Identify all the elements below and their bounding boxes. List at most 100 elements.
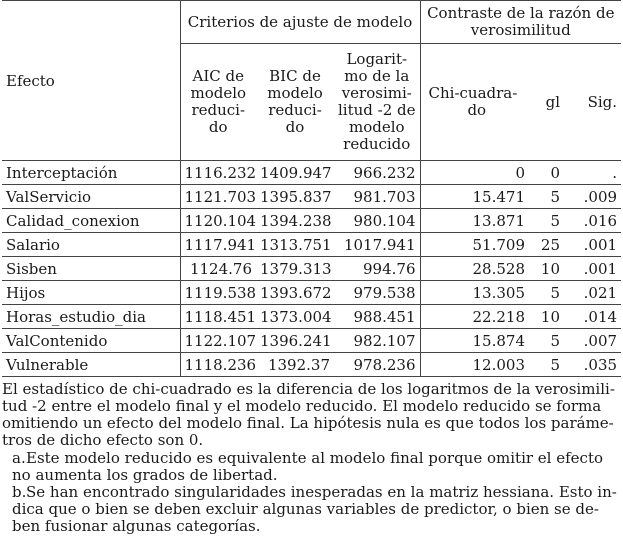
header-loglik-l4: litud -2 de xyxy=(338,101,416,119)
footnote-b: b.Se han encontrado singularidades inesp… xyxy=(2,484,621,535)
header-fit-criteria: Criterios de ajuste de modelo xyxy=(180,0,421,44)
likelihood-ratio-table: Efecto Criterios de ajuste de modelo Con… xyxy=(2,0,622,377)
cell-gl: 5 xyxy=(529,280,565,305)
footnote-a-label: a. xyxy=(12,449,26,467)
cell-chi: 22.218 xyxy=(420,304,530,329)
header-lr-test: Contraste de la razón de verosimilitud xyxy=(420,0,622,44)
header-bic-l4: do xyxy=(285,118,305,136)
footnote-a-text: Este modelo reducido es equivalente al m… xyxy=(12,449,604,484)
cell-efecto: Sisben xyxy=(2,256,181,281)
footnote-b-label: b. xyxy=(12,483,27,501)
cell-chi: 28.528 xyxy=(420,256,530,281)
cell-efecto: ValServicio xyxy=(2,184,181,209)
header-loglik-l2: mo de la xyxy=(344,67,410,85)
notes-main: El estadístico de chi-cuadrado es la dif… xyxy=(2,380,615,449)
header-loglik-l5: modelo xyxy=(348,118,405,136)
cell-loglik: 994.76 xyxy=(334,256,421,281)
header-aic-l4: do xyxy=(208,118,228,136)
cell-loglik: 982.107 xyxy=(334,328,421,353)
footnote-a: a.Este modelo reducido es equivalente al… xyxy=(2,450,621,484)
cell-gl: 5 xyxy=(529,184,565,209)
header-bic-l2: modelo xyxy=(267,84,323,102)
cell-sig: .035 xyxy=(564,352,622,377)
cell-sig: .009 xyxy=(564,184,622,209)
header-gl: gl xyxy=(545,92,561,111)
header-bic-l3: reduci- xyxy=(268,101,322,119)
cell-efecto: Salario xyxy=(2,232,181,257)
cell-gl: 0 xyxy=(529,160,565,185)
cell-loglik: 979.538 xyxy=(334,280,421,305)
cell-gl: 10 xyxy=(529,256,565,281)
cell-efecto: Interceptación xyxy=(2,160,181,185)
cell-chi: 13.305 xyxy=(420,280,530,305)
cell-bic: 1379.313 xyxy=(256,256,334,281)
cell-aic: 1120.104 xyxy=(180,208,256,233)
header-aic-l2: modelo xyxy=(190,84,247,102)
cell-gl: 5 xyxy=(529,208,565,233)
cell-chi: 51.709 xyxy=(420,232,530,257)
cell-chi: 12.003 xyxy=(420,352,530,377)
cell-aic: 1122.107 xyxy=(180,328,256,353)
header-chi: Chi-cuadra- do xyxy=(420,44,529,161)
cell-chi: 15.874 xyxy=(420,328,530,353)
header-loglik-l1: Logarit- xyxy=(346,50,408,68)
table-notes: El estadístico de chi-cuadrado es la dif… xyxy=(2,381,621,535)
cell-sig: .016 xyxy=(564,208,622,233)
header-aic-l1: AIC de xyxy=(192,67,244,85)
cell-bic: 1396.241 xyxy=(256,328,334,353)
cell-efecto: Hijos xyxy=(2,280,181,305)
table-row: Interceptación 1116.232 1409.947 966.232 0 0. xyxy=(2,160,622,185)
header-bic-l1: BIC de xyxy=(269,67,321,85)
table-row: Sisben 1124.76 1379.313 994.76 28.528 10.001 xyxy=(2,256,622,281)
header-sig: Sig. xyxy=(587,92,618,111)
cell-loglik: 980.104 xyxy=(334,208,421,233)
cell-bic: 1393.672 xyxy=(256,280,334,305)
cell-sig: .007 xyxy=(564,328,622,353)
header-loglik: Logarit- mo de la verosimi- litud -2 de … xyxy=(334,43,421,161)
table-row: ValContenido 1122.107 1396.241 982.107 15.87… xyxy=(2,328,622,353)
cell-gl: 10 xyxy=(529,304,565,329)
cell-aic: 1119.538 xyxy=(180,280,256,305)
column-header-row: AIC de modelo reduci- do BIC de modelo r… xyxy=(2,43,622,161)
header-loglik-l6: reducido xyxy=(343,135,411,153)
header-lr-test-text: Contraste de la razón de verosimilitud xyxy=(427,4,615,39)
header-bic: BIC de modelo reduci- do xyxy=(256,44,334,161)
header-aic: AIC de modelo reduci- do xyxy=(180,44,256,161)
table-row: Salario 1117.941 1313.751 1017.941 51.709 25.… xyxy=(2,232,622,257)
cell-bic: 1394.238 xyxy=(256,208,334,233)
cell-gl: 5 xyxy=(529,352,565,377)
cell-aic: 1117.941 xyxy=(180,232,256,257)
cell-gl: 5 xyxy=(529,328,565,353)
cell-efecto: ValContenido xyxy=(2,328,181,353)
cell-bic: 1373.004 xyxy=(256,304,334,329)
cell-efecto: Calidad_conexion xyxy=(2,208,181,233)
cell-loglik: 981.703 xyxy=(334,184,421,209)
cell-aic: 1116.232 xyxy=(180,160,256,185)
table-row: Vulnerable 1118.236 1392.37 978.236 12.003 5.… xyxy=(2,352,622,377)
cell-chi: 13.871 xyxy=(420,208,530,233)
cell-sig: .014 xyxy=(564,304,622,329)
cell-sig: . xyxy=(564,160,622,185)
cell-chi: 15.471 xyxy=(420,184,530,209)
cell-bic: 1409.947 xyxy=(256,160,334,185)
table-row: Hijos 1119.538 1393.672 979.538 13.305 5.021 xyxy=(2,280,622,305)
cell-aic: 1118.451 xyxy=(180,304,256,329)
table-row: Horas_estudio_dia 1118.451 1373.004 988.451… xyxy=(2,304,622,329)
cell-aic: 1124.76 xyxy=(180,256,256,281)
header-chi-l1: Chi-cuadra- xyxy=(428,84,518,102)
cell-loglik: 966.232 xyxy=(334,160,421,185)
header-loglik-l3: verosimi- xyxy=(341,84,412,102)
table-body: Interceptación 1116.232 1409.947 966.232 0 0.… xyxy=(2,160,622,377)
cell-chi: 0 xyxy=(420,160,530,185)
cell-bic: 1392.37 xyxy=(256,352,334,377)
cell-loglik: 1017.941 xyxy=(334,232,421,257)
cell-aic: 1121.703 xyxy=(180,184,256,209)
cell-bic: 1395.837 xyxy=(256,184,334,209)
table-row: Calidad_conexion 1120.104 1394.238 980.104 1… xyxy=(2,208,622,233)
footnote-b-text: Se han encontrado singularidades inesper… xyxy=(12,483,617,535)
header-aic-l3: reduci- xyxy=(191,101,246,119)
cell-sig: .021 xyxy=(564,280,622,305)
group-header-row: Efecto Criterios de ajuste de modelo Con… xyxy=(2,0,622,161)
cell-gl: 25 xyxy=(529,232,565,257)
